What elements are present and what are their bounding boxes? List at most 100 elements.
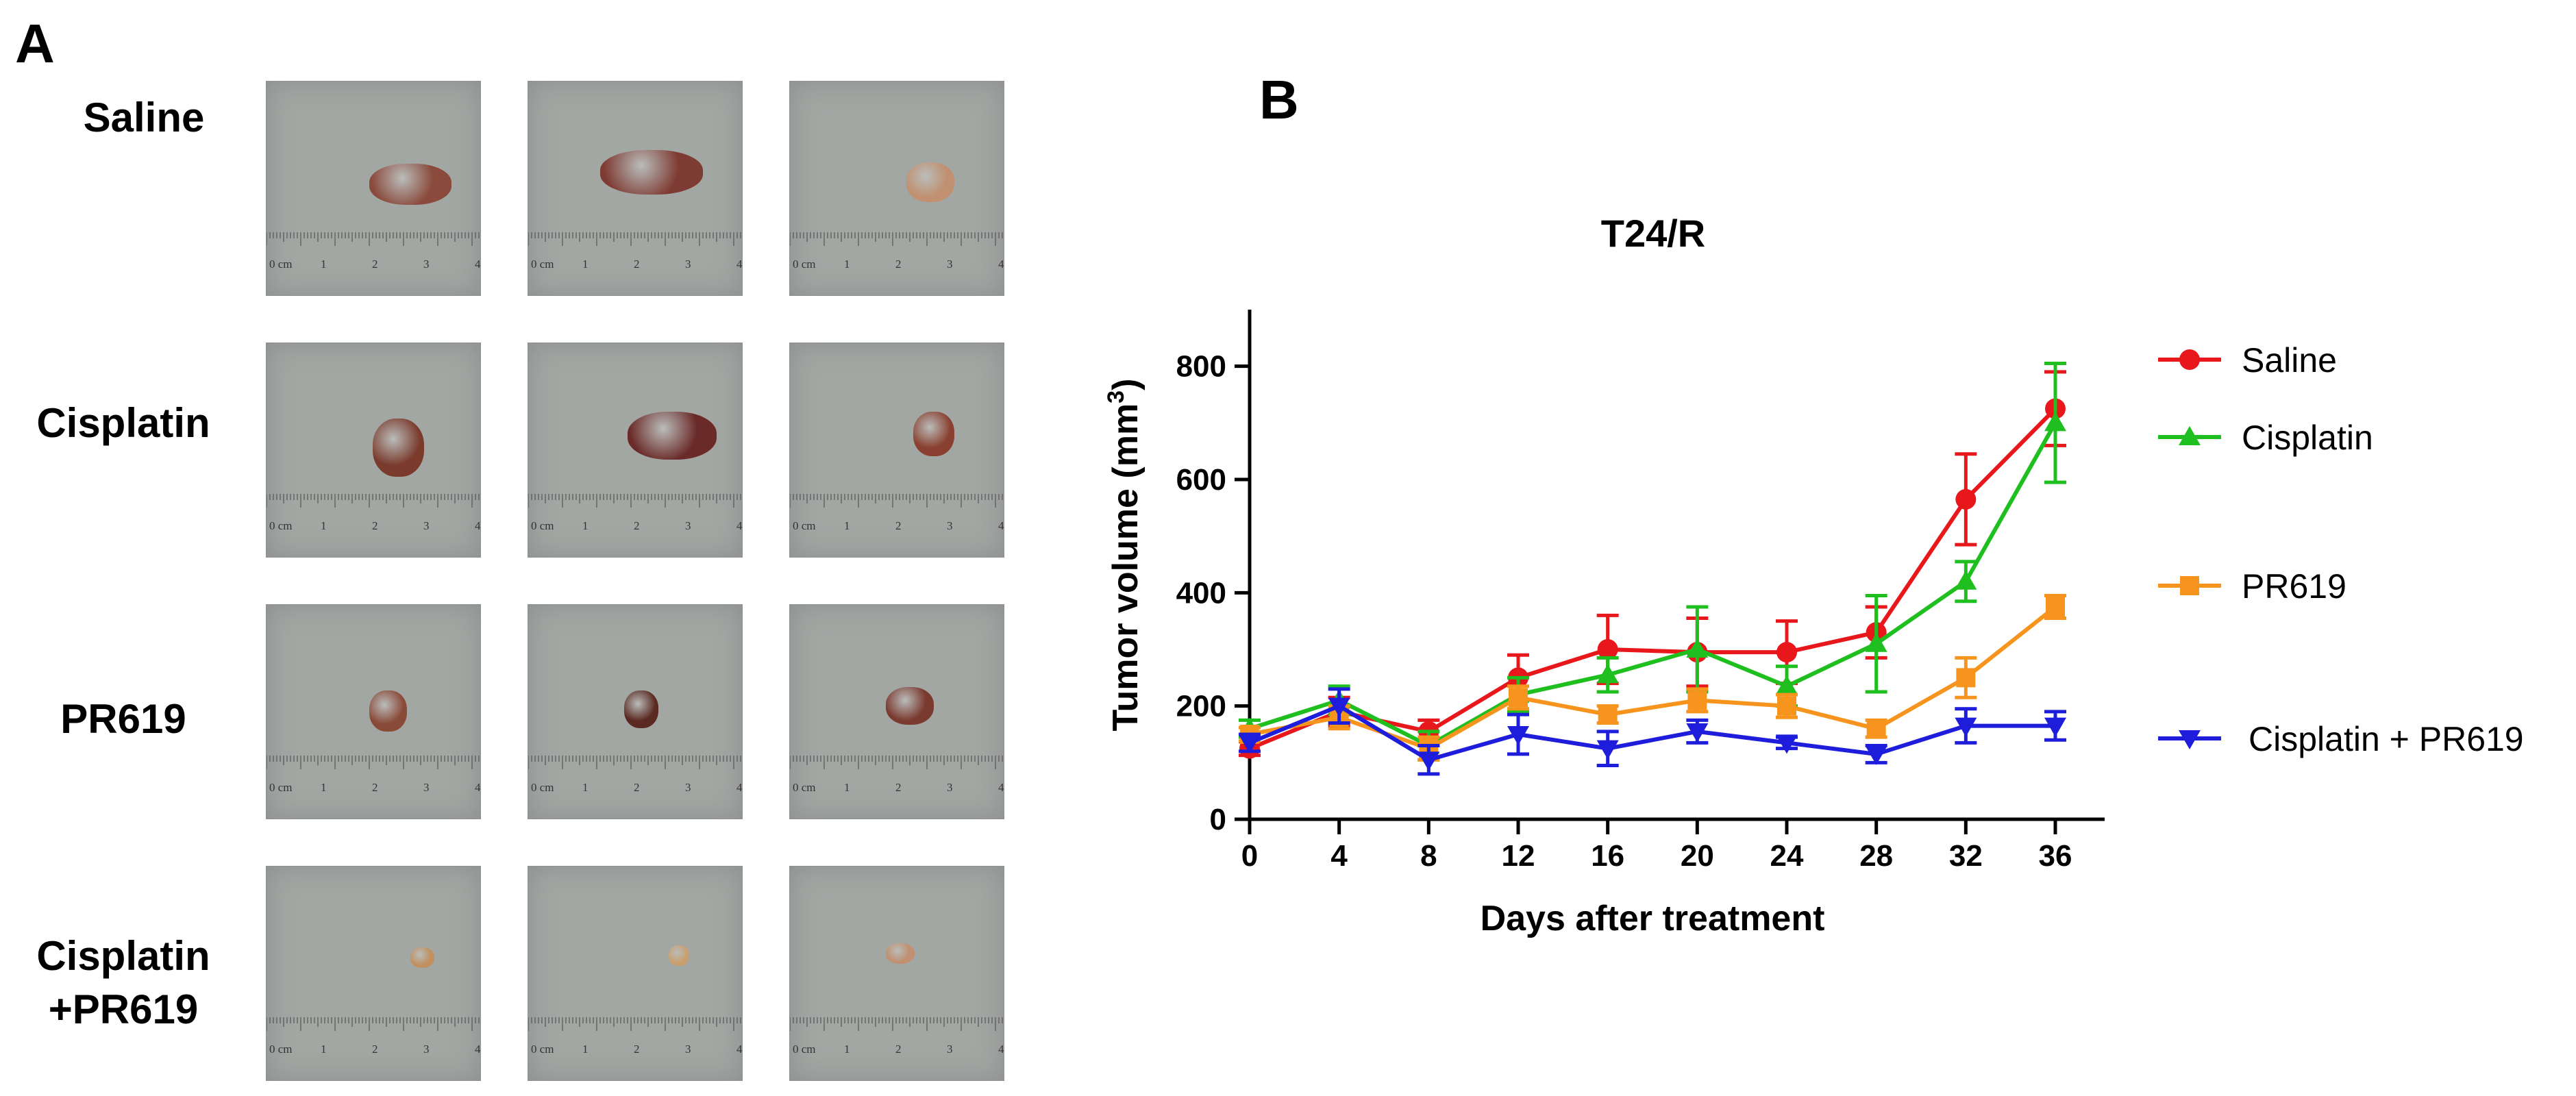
tumor-specimen xyxy=(906,162,954,202)
data-point xyxy=(1955,717,1977,737)
ruler-label: 1 xyxy=(844,519,850,532)
ruler-label: 2 xyxy=(634,258,640,271)
panel-a-letter: A xyxy=(15,13,55,74)
y-axis-label-sup: 3 xyxy=(1103,390,1129,403)
tumor-photo: 0 cm 1 2 3 4 xyxy=(789,342,1004,558)
y-tick-label: 0 xyxy=(1210,803,1226,836)
ruler-label: 1 xyxy=(582,1043,589,1056)
ruler: 0 cm 1 2 3 4 xyxy=(790,494,1004,532)
data-point xyxy=(1776,642,1797,663)
tumor-specimen xyxy=(913,412,954,456)
x-tick-label: 4 xyxy=(1330,839,1348,873)
data-point xyxy=(1686,723,1709,743)
legend-marker xyxy=(2180,576,2199,595)
tumor-photo: 0 cm 1 2 3 4 xyxy=(266,342,481,558)
tumor-specimen xyxy=(369,164,451,205)
x-tick-label: 28 xyxy=(1859,839,1893,873)
ruler-label: 0 cm xyxy=(531,781,554,794)
x-tick-label: 32 xyxy=(1949,839,1983,873)
ruler-label: 3 xyxy=(947,258,953,271)
ruler-label: 4 xyxy=(736,519,742,532)
ruler-label: 2 xyxy=(895,781,902,794)
data-point xyxy=(1328,697,1350,717)
ruler-label: 4 xyxy=(998,781,1004,794)
ruler-label: 2 xyxy=(372,258,378,271)
x-tick-label: 12 xyxy=(1502,839,1535,873)
tumor-photo: 0 cm 1 2 3 4 xyxy=(528,81,743,296)
x-tick-label: 0 xyxy=(1241,839,1258,873)
data-point xyxy=(1956,668,1976,688)
ruler-label: 2 xyxy=(895,1043,902,1056)
ruler-label: 4 xyxy=(736,258,742,271)
tumor-photo: 0 cm 1 2 3 4 xyxy=(789,81,1004,296)
ruler-label: 3 xyxy=(685,258,691,271)
data-point xyxy=(1597,639,1618,660)
tumor-photo: 0 cm 1 2 3 4 xyxy=(266,604,481,819)
tumor-specimen xyxy=(369,690,407,732)
ruler-label: 3 xyxy=(947,781,953,794)
ruler-label: 3 xyxy=(423,781,430,794)
tumor-photo: 0 cm 1 2 3 4 xyxy=(266,866,481,1081)
y-tick-label: 800 xyxy=(1176,350,1226,384)
ruler-label: 3 xyxy=(423,258,430,271)
data-point xyxy=(1239,734,1261,754)
tumor-specimen xyxy=(886,687,934,725)
legend-label-0: Saline xyxy=(2242,341,2337,379)
ruler-label: 1 xyxy=(321,781,327,794)
tumor-photo: 0 cm 1 2 3 4 xyxy=(528,604,743,819)
ruler-label: 0 cm xyxy=(531,258,554,271)
tumor-specimen xyxy=(373,419,424,477)
x-tick-label: 8 xyxy=(1420,839,1437,873)
ruler-label: 1 xyxy=(844,258,850,271)
legend-marker xyxy=(2179,426,2201,445)
ruler-label: 0 cm xyxy=(531,519,554,532)
ruler-label: 1 xyxy=(844,1043,850,1056)
ruler: 0 cm 1 2 3 4 xyxy=(790,756,1004,794)
data-point xyxy=(1596,740,1619,760)
legend-label-2: PR619 xyxy=(2242,567,2346,606)
ruler-label: 1 xyxy=(321,1043,327,1056)
ruler-label: 4 xyxy=(475,258,480,271)
ruler-label: 3 xyxy=(685,519,691,532)
tumor-photo: 0 cm 1 2 3 4 xyxy=(528,342,743,558)
ruler-label: 1 xyxy=(582,781,589,794)
ruler-label: 4 xyxy=(475,1043,480,1056)
ruler: 0 cm 1 2 3 4 xyxy=(267,232,480,271)
data-point xyxy=(1687,690,1707,710)
ruler-label: 1 xyxy=(321,519,327,532)
data-point xyxy=(2044,412,2066,432)
y-tick-label: 400 xyxy=(1176,576,1226,610)
tumor-specimen xyxy=(628,412,717,460)
ruler-label: 2 xyxy=(372,1043,378,1056)
data-point xyxy=(1955,488,1977,510)
row-label-line: +PR619 xyxy=(48,986,199,1032)
x-tick-label: 20 xyxy=(1681,839,1714,873)
row-label-0: Saline xyxy=(27,91,260,145)
ruler: 0 cm 1 2 3 4 xyxy=(267,756,480,794)
x-tick-label: 36 xyxy=(2039,839,2072,873)
ruler-label: 4 xyxy=(736,1043,742,1056)
series-line-2 xyxy=(1249,605,2057,751)
data-point xyxy=(1866,719,1886,738)
ruler-label: 2 xyxy=(634,1043,640,1056)
ruler: 0 cm 1 2 3 4 xyxy=(267,1017,480,1056)
tumor-specimen xyxy=(624,690,658,728)
data-point xyxy=(1686,638,1709,658)
ruler: 0 cm 1 2 3 4 xyxy=(528,494,742,532)
tumor-photo: 0 cm 1 2 3 4 xyxy=(789,604,1004,819)
data-point xyxy=(2046,597,2065,616)
y-tick-label: 200 xyxy=(1176,690,1226,723)
data-point xyxy=(1776,734,1798,754)
tumor-photo: 0 cm 1 2 3 4 xyxy=(528,866,743,1081)
tumor-photo: 0 cm 1 2 3 4 xyxy=(789,866,1004,1081)
ruler-label: 3 xyxy=(685,781,691,794)
ruler-label: 4 xyxy=(998,258,1004,271)
y-axis-label-main: Tumor volume (mm xyxy=(1106,403,1145,732)
ruler-label: 3 xyxy=(947,519,953,532)
data-point xyxy=(1417,751,1440,771)
ruler-label: 0 cm xyxy=(269,519,293,532)
ruler-label: 2 xyxy=(895,258,902,271)
tumor-specimen xyxy=(410,947,434,968)
ruler-label: 4 xyxy=(998,1043,1004,1056)
